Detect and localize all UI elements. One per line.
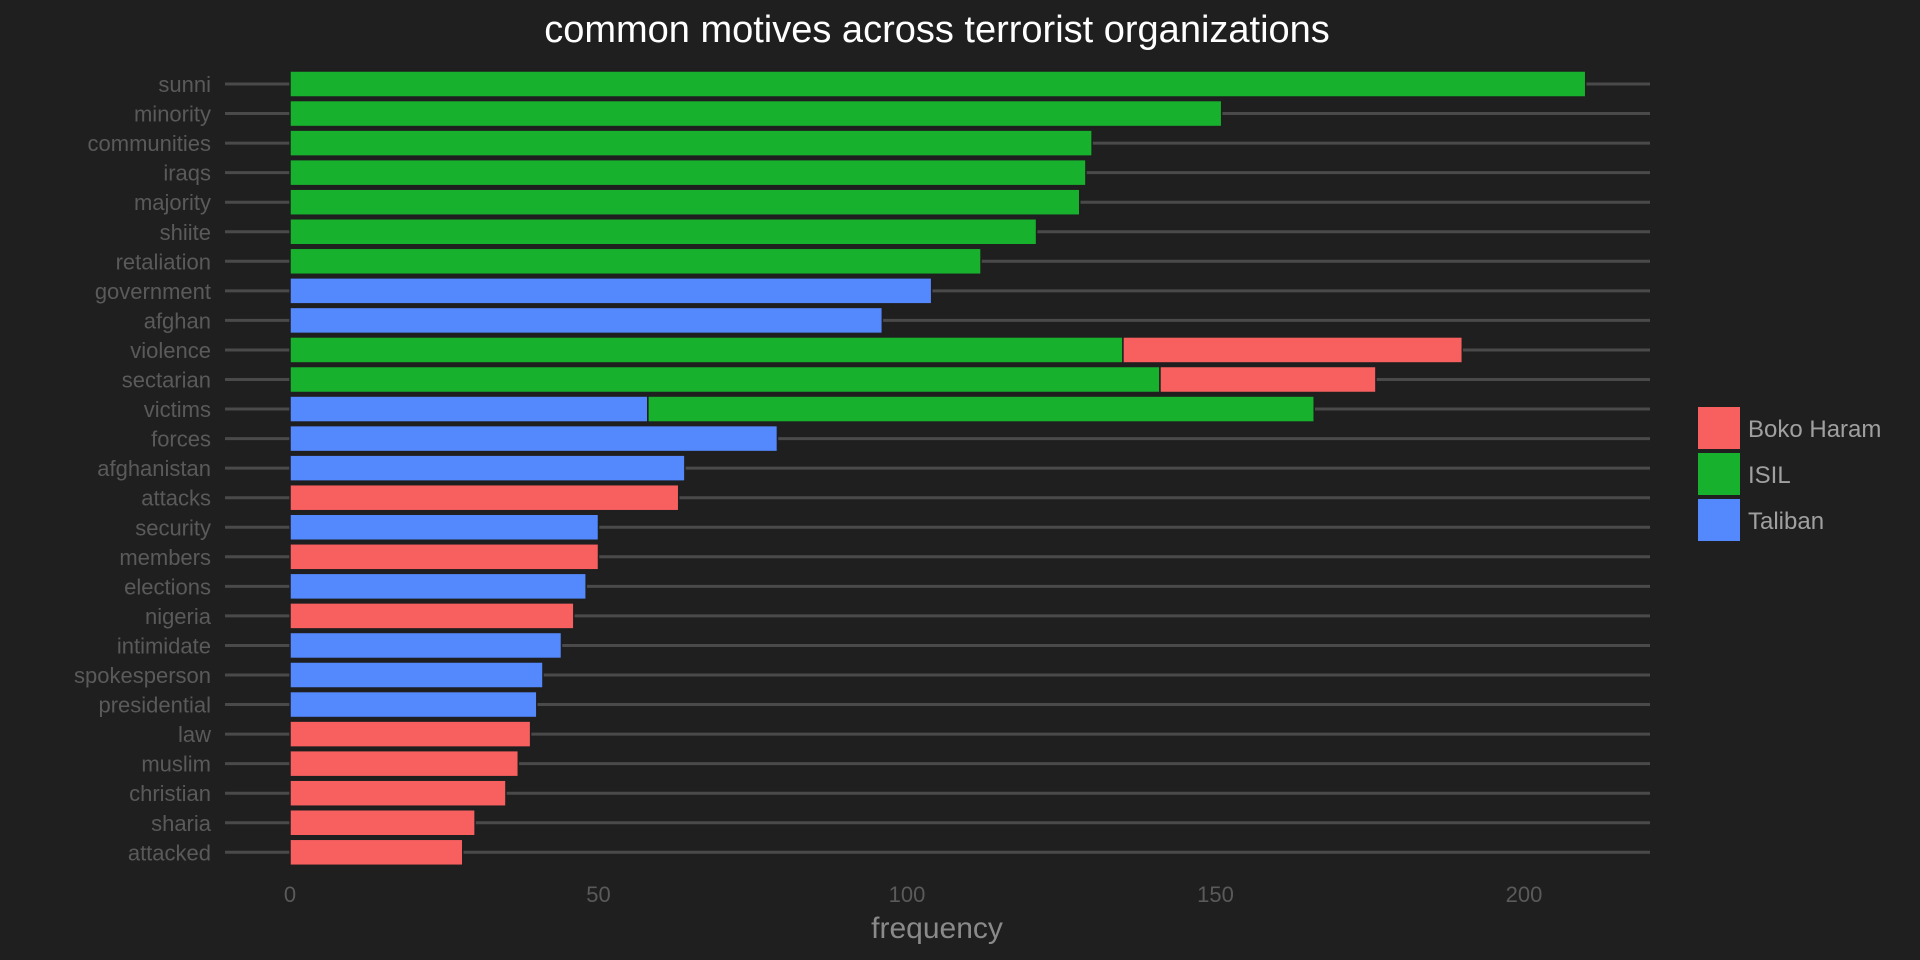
x-tick-50: 50 xyxy=(586,882,610,907)
bar-retaliation-isil xyxy=(289,247,982,276)
legend-label-boko-haram: Boko Haram xyxy=(1748,416,1881,443)
category-label-victims: victims xyxy=(144,397,211,422)
bar-elections-taliban xyxy=(289,572,587,601)
x-tick-0: 0 xyxy=(284,882,296,907)
category-label-government: government xyxy=(95,279,211,304)
bar-sunni-isil xyxy=(289,70,1587,98)
bar-sectarian-boko-haram xyxy=(1159,365,1377,394)
bar-victims-isil xyxy=(647,395,1315,423)
bar-government-taliban xyxy=(289,277,933,305)
category-labels: sunni minority communities iraqs majority shi… xyxy=(74,72,212,865)
bar-communities-isil xyxy=(289,129,1093,157)
category-label-retaliation: retaliation xyxy=(116,249,211,274)
category-label-christian: christian xyxy=(129,781,211,806)
category-label-nigeria: nigeria xyxy=(145,604,212,629)
category-label-sectarian: sectarian xyxy=(122,368,211,393)
bar-spokesperson-taliban xyxy=(289,661,544,689)
bar-sharia-boko-haram xyxy=(289,809,476,837)
bar-christian-boko-haram xyxy=(289,779,507,807)
category-label-sharia: sharia xyxy=(151,811,212,836)
bar-victims-taliban xyxy=(289,395,649,423)
bar-law-boko-haram xyxy=(289,720,532,748)
bar-afghanistan-taliban xyxy=(289,454,686,482)
category-label-iraqs: iraqs xyxy=(163,161,211,186)
category-label-afghan: afghan xyxy=(144,308,211,333)
category-label-afghanistan: afghanistan xyxy=(97,456,211,481)
bar-iraqs-isil xyxy=(289,158,1087,187)
category-label-violence: violence xyxy=(130,338,211,363)
bar-forces-taliban xyxy=(289,424,779,453)
bars-layer xyxy=(289,70,1587,867)
category-label-forces: forces xyxy=(151,427,211,452)
category-label-sunni: sunni xyxy=(158,72,211,97)
bar-intimidate-taliban xyxy=(289,631,563,660)
category-label-elections: elections xyxy=(124,574,211,599)
x-axis-ticks: 0 50 100 150 200 xyxy=(284,882,1542,907)
bar-violence-boko-haram xyxy=(1122,336,1464,364)
legend-swatch-isil xyxy=(1698,453,1740,495)
chart-title: common motives across terrorist organiza… xyxy=(544,9,1330,51)
legend-swatch-taliban xyxy=(1698,499,1740,541)
bar-shiite-isil xyxy=(289,218,1038,246)
category-label-communities: communities xyxy=(88,131,211,156)
category-label-law: law xyxy=(178,722,211,747)
category-label-shiite: shiite xyxy=(160,220,211,245)
category-label-minority: minority xyxy=(134,102,211,127)
category-label-attacked: attacked xyxy=(128,840,211,865)
x-tick-200: 200 xyxy=(1506,882,1543,907)
category-label-presidential: presidential xyxy=(98,693,211,718)
bar-presidential-taliban xyxy=(289,690,538,719)
category-label-members: members xyxy=(119,545,211,570)
legend-label-isil: ISIL xyxy=(1748,462,1791,489)
category-label-attacks: attacks xyxy=(141,486,211,511)
bar-sectarian-isil xyxy=(289,365,1161,394)
category-label-muslim: muslim xyxy=(141,752,211,777)
bar-minority-isil xyxy=(289,99,1223,128)
x-tick-100: 100 xyxy=(889,882,926,907)
category-label-intimidate: intimidate xyxy=(117,633,211,658)
bar-members-boko-haram xyxy=(289,543,600,571)
legend-swatch-boko-haram xyxy=(1698,407,1740,449)
category-label-majority: majority xyxy=(134,190,211,215)
bar-muslim-boko-haram xyxy=(289,749,520,778)
bar-security-taliban xyxy=(289,513,600,541)
legend: Boko Haram ISIL Taliban xyxy=(1698,407,1881,541)
bar-afghan-taliban xyxy=(289,306,884,335)
x-axis-label: frequency xyxy=(871,912,1003,945)
bar-nigeria-boko-haram xyxy=(289,602,575,630)
category-label-spokesperson: spokesperson xyxy=(74,663,211,688)
bar-attacked-boko-haram xyxy=(289,838,464,867)
bar-majority-isil xyxy=(289,188,1081,216)
legend-label-taliban: Taliban xyxy=(1748,508,1824,535)
bar-violence-isil xyxy=(289,336,1124,364)
x-tick-150: 150 xyxy=(1197,882,1234,907)
category-label-security: security xyxy=(135,515,211,540)
bar-attacks-boko-haram xyxy=(289,483,680,512)
